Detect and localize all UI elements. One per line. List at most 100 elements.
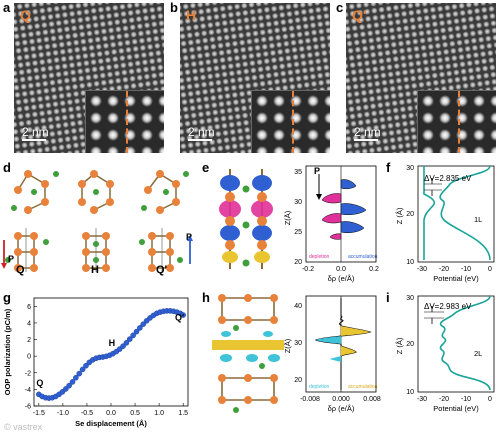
stem-inset-q-prime	[417, 90, 496, 153]
x-tick-label: -1.0	[57, 410, 69, 417]
x-tick: 0	[488, 396, 492, 403]
arrow-label-p-left: P	[8, 254, 15, 264]
scale-bar-label: 2 nm	[188, 125, 215, 139]
y-tick: 10	[406, 389, 414, 396]
data-point	[73, 374, 79, 381]
y-tick: 20	[406, 341, 414, 348]
x-tick: -20	[439, 396, 449, 403]
data-point	[66, 382, 72, 389]
phase-label-h: H	[186, 7, 197, 23]
x-tick-label: 1.0	[154, 410, 164, 417]
x-tick: -0.008	[300, 396, 320, 403]
potential-plot-2l: 10 20 30 -30 -20 -10 0 Potential (eV) Z …	[395, 295, 495, 413]
x-tick-label: -1.5	[33, 410, 45, 417]
top-view-h	[78, 170, 114, 214]
x-tick: 0.008	[363, 396, 381, 403]
scale-bar	[188, 139, 212, 141]
y-tick: 30	[406, 165, 414, 172]
x-axis-label-i: Potential (eV)	[433, 404, 479, 413]
potential-profile-1l	[439, 165, 491, 261]
panel-letter-f: f	[386, 160, 391, 175]
data-point	[76, 370, 83, 377]
y-axis-label: OOP polarization (pC/m)	[3, 308, 12, 395]
legend-depletion-e: depletion	[309, 254, 330, 260]
mirror-line	[126, 91, 128, 153]
data-point	[130, 332, 136, 339]
legend-depletion-h: depletion	[309, 384, 330, 390]
potential-profile-2l	[439, 295, 491, 391]
x-tick: -30	[417, 396, 427, 403]
data-point	[133, 328, 140, 335]
atomic-structures	[1, 170, 193, 272]
data-point	[79, 366, 86, 373]
stem-inset-q	[85, 90, 164, 153]
y-tick: 35	[294, 169, 302, 176]
phase-label-q-prime: Q'	[352, 7, 367, 23]
accumulation-layer	[212, 340, 284, 350]
point-label-q-prime: Q'	[175, 312, 184, 322]
y-tick-label: -4	[25, 387, 31, 394]
charge-density-plot-e: P 20 25 30 35 -0.2 0.0 0.2 δρ (e/Å) Z(Å)…	[284, 165, 379, 283]
data-point	[137, 325, 143, 331]
x-tick: 0.000	[332, 396, 350, 403]
layer-label-2l: 2L	[474, 349, 482, 358]
scale-bar-label: 2 nm	[354, 125, 381, 139]
top-view-q-prime	[141, 170, 189, 214]
potential-plot-1l: 10 20 30 -30 -20 -10 0 Potential (eV) Z …	[395, 165, 495, 283]
side-view-q-prime	[139, 228, 193, 272]
watermark: © vastrex	[4, 422, 43, 432]
x-axis-label: Se displacement (Å)	[75, 419, 147, 428]
stem-image-h: H 2 nm	[180, 3, 330, 153]
x-tick: -10	[461, 396, 471, 403]
y-tick-label: 4	[27, 320, 31, 327]
y-tick: 30	[294, 199, 302, 206]
x-tick: 0	[488, 266, 492, 273]
data-point	[69, 379, 76, 385]
panel-letter-d: d	[3, 160, 11, 175]
stem-inset-h	[251, 90, 330, 153]
mirror-line	[292, 91, 294, 153]
data-point	[120, 343, 126, 349]
panel-letter-h: h	[202, 290, 210, 305]
x-tick: -10	[461, 266, 471, 273]
side-view-q	[1, 228, 49, 272]
structure-label-h: H	[91, 264, 99, 276]
y-tick: 20	[294, 259, 302, 266]
stem-image-q: Q 2 nm	[14, 3, 164, 153]
y-tick-label: -2	[25, 370, 31, 377]
y-tick: 25	[294, 229, 302, 236]
point-label-q: Q	[36, 378, 43, 388]
potential-curve-1l	[423, 166, 436, 260]
stem-image-q-prime: Q' 2 nm	[346, 3, 496, 153]
y-axis-label-i: Z (Å)	[395, 337, 404, 354]
data-point	[62, 386, 69, 392]
y-tick: 20	[294, 377, 302, 384]
y-tick-label: 0	[27, 354, 31, 361]
scale-bar-label: 2 nm	[22, 125, 49, 139]
structure-label-q-prime: Q'	[156, 264, 168, 276]
y-tick: 10	[406, 259, 414, 266]
y-tick: 40	[294, 303, 302, 310]
side-view-h	[82, 228, 110, 272]
panel-letter-b: b	[170, 0, 178, 15]
data-point	[180, 312, 186, 318]
x-tick-label: 0.5	[130, 410, 140, 417]
polarization-chart: -6 -4 -2 0 2 4 6 -1.5 -1.0 -0.5 0.0 0.5 1.0 1.5 Se dis…	[3, 297, 189, 428]
top-view-q	[11, 170, 59, 214]
data-point	[123, 340, 130, 346]
mirror-line	[458, 91, 460, 153]
layer-label-1l: 1L	[474, 215, 482, 224]
x-axis-label-e: δρ (e/Å)	[328, 274, 355, 283]
y-tick-label: 6	[27, 304, 31, 311]
charge-density-plot-h: 20 30 40 -0.008 0.000 0.008 δρ (e/Å) Z(Å…	[284, 295, 381, 413]
y-tick-label: 2	[27, 337, 31, 344]
charge-density-3d-h	[212, 294, 284, 413]
delta-v-2l: ΔV=2.983 eV	[424, 302, 472, 311]
panel-letter-a: a	[3, 0, 11, 15]
panel-letter-i: i	[386, 290, 390, 305]
phase-label-q: Q	[20, 7, 31, 23]
panel-letter-e: e	[202, 160, 210, 175]
scale-bar	[22, 139, 46, 141]
data-point	[83, 362, 89, 369]
x-tick: -30	[417, 266, 427, 273]
